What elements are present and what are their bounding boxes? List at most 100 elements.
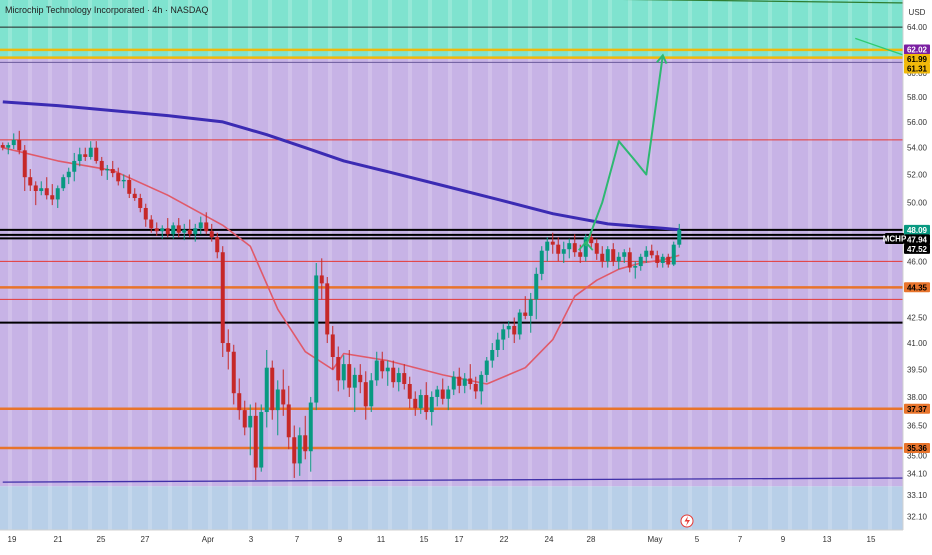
candle <box>28 169 33 192</box>
candle <box>413 391 418 416</box>
x-tick-label: 9 <box>781 535 786 544</box>
ticker-tag: MCHP <box>883 233 907 244</box>
candle <box>55 185 60 208</box>
y-tick-label: 64.00 <box>907 23 928 32</box>
candle <box>116 167 121 186</box>
price-badge[interactable]: 47.52 <box>904 243 930 254</box>
candle <box>182 223 187 241</box>
y-tick-label: 54.00 <box>907 144 928 153</box>
y-tick-label: 38.00 <box>907 393 928 402</box>
time-axis-bg <box>0 530 932 550</box>
candle <box>561 241 566 263</box>
candles <box>0 130 682 481</box>
x-tick-label: 5 <box>695 535 700 544</box>
x-tick-label: May <box>647 535 662 544</box>
candle <box>209 223 214 242</box>
svg-text:47.52: 47.52 <box>907 245 928 254</box>
y-tick-label: 50.00 <box>907 198 928 207</box>
candle <box>671 241 676 267</box>
candle <box>99 156 104 176</box>
price-badge[interactable]: 37.37 <box>904 403 930 414</box>
candle <box>248 404 253 456</box>
price-axis-bg <box>903 0 932 550</box>
projection-arrow <box>578 53 668 251</box>
svg-text:37.37: 37.37 <box>907 405 928 414</box>
price-badge[interactable]: 44.35 <box>904 282 930 293</box>
x-tick-label: 11 <box>377 535 386 544</box>
trend-line-1 <box>621 0 927 4</box>
candle <box>259 404 264 472</box>
candle <box>440 378 445 405</box>
y-tick-label: 41.00 <box>907 339 928 348</box>
candle <box>341 355 346 390</box>
candle <box>204 212 209 235</box>
candle <box>385 360 390 386</box>
candle <box>88 141 93 160</box>
svg-text:35.36: 35.36 <box>907 444 928 453</box>
candle <box>644 246 649 263</box>
svg-text:61.31: 61.31 <box>907 65 928 74</box>
svg-text:48.09: 48.09 <box>907 226 928 235</box>
candle <box>286 385 291 450</box>
zone-2 <box>0 486 903 530</box>
chart-title: Microchip Technology Incorporated · 4h ·… <box>5 5 208 15</box>
zone-0 <box>0 0 903 58</box>
x-tick-label: 24 <box>545 535 554 544</box>
candle <box>391 360 396 388</box>
y-tick-label: 34.10 <box>907 470 928 479</box>
candle <box>105 164 110 180</box>
y-tick-label: 46.00 <box>907 257 928 266</box>
x-tick-label: 7 <box>738 535 743 544</box>
price-badge[interactable]: 48.09 <box>904 224 930 235</box>
candle <box>380 351 385 379</box>
candle <box>638 253 643 271</box>
price-badge[interactable]: 35.36 <box>904 443 930 453</box>
candle <box>352 367 357 413</box>
x-tick-label: 17 <box>455 535 464 544</box>
candle <box>567 238 572 259</box>
x-tick-label: 7 <box>295 535 300 544</box>
candle <box>468 364 473 390</box>
candle <box>171 222 176 239</box>
candle <box>121 174 126 189</box>
candle <box>44 177 49 200</box>
lightning-icon[interactable] <box>680 514 694 528</box>
candle <box>666 253 671 268</box>
y-tick-label: 35.00 <box>907 451 928 460</box>
candle <box>176 218 181 238</box>
candle <box>677 223 682 248</box>
candle <box>517 309 522 340</box>
svg-text:61.99: 61.99 <box>907 55 928 64</box>
candle <box>660 253 665 268</box>
candle <box>325 277 330 344</box>
candle <box>314 262 319 411</box>
candle <box>275 380 280 436</box>
candle <box>600 246 605 268</box>
candle <box>336 346 341 392</box>
candle <box>138 193 143 213</box>
moving-average-0 <box>2 100 680 232</box>
time-axis[interactable]: 19 21 25 27 Apr 3 7 9 11 15 17 22 24 28 May 5 7 9 13 15 <box>8 535 876 544</box>
candle <box>149 215 154 233</box>
price-badge[interactable]: 61.31 <box>904 63 930 74</box>
candle <box>33 181 38 206</box>
candle <box>226 329 231 370</box>
candle <box>374 351 379 386</box>
candle <box>319 258 324 300</box>
candle <box>539 246 544 281</box>
y-tick-label: 42.50 <box>907 314 928 323</box>
candle <box>501 324 506 350</box>
candle <box>446 385 451 411</box>
candle <box>605 246 610 268</box>
x-tick-label: 25 <box>97 535 106 544</box>
price-badge[interactable]: 61.99 <box>904 54 930 64</box>
price-badge[interactable]: 62.02 <box>904 44 930 55</box>
x-tick-label: 13 <box>823 535 832 544</box>
candle <box>215 232 220 259</box>
candle <box>462 373 467 394</box>
price-badge[interactable]: 47.94 <box>904 234 930 245</box>
x-tick-label: 15 <box>867 535 876 544</box>
candle <box>479 371 484 405</box>
